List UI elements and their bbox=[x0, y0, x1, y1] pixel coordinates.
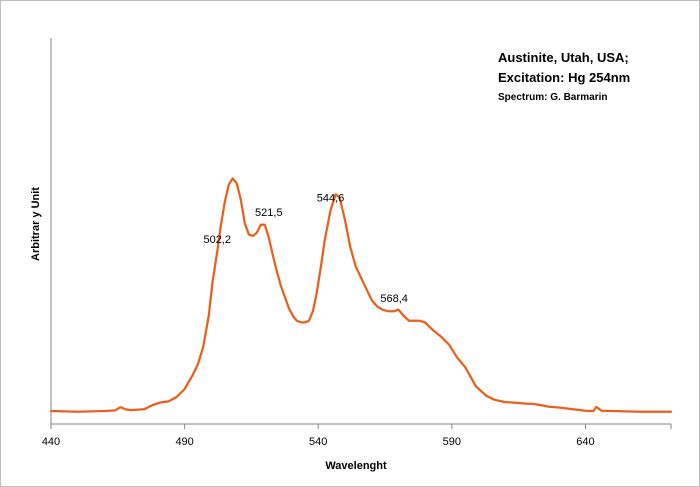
peak-labels: 502,2 521,5 544,6 568,4 bbox=[203, 192, 407, 305]
y-axis-title: Arbitrar y Unit bbox=[30, 187, 42, 261]
peak-label: 544,6 bbox=[317, 192, 345, 204]
chart-title-line-1: Austinite, Utah, USA; bbox=[498, 50, 629, 65]
peak-label: 521,5 bbox=[255, 207, 283, 219]
x-tick-label: 440 bbox=[42, 436, 60, 448]
x-axis-ticks: 440 490 540 590 640 bbox=[42, 424, 672, 448]
x-tick-label: 540 bbox=[309, 436, 327, 448]
x-tick-label: 590 bbox=[443, 436, 461, 448]
x-tick-label: 490 bbox=[175, 436, 193, 448]
x-axis-title: Wavelenght bbox=[325, 460, 387, 472]
chart-title-line-2: Excitation: Hg 254nm bbox=[498, 70, 631, 85]
series-group bbox=[49, 177, 673, 413]
spectrum-credit: Spectrum: G. Barmarin bbox=[498, 92, 608, 103]
x-tick-label: 640 bbox=[576, 436, 594, 448]
peak-label: 502,2 bbox=[203, 234, 231, 246]
spectrum-series-line bbox=[49, 177, 673, 413]
peak-label: 568,4 bbox=[380, 293, 408, 305]
